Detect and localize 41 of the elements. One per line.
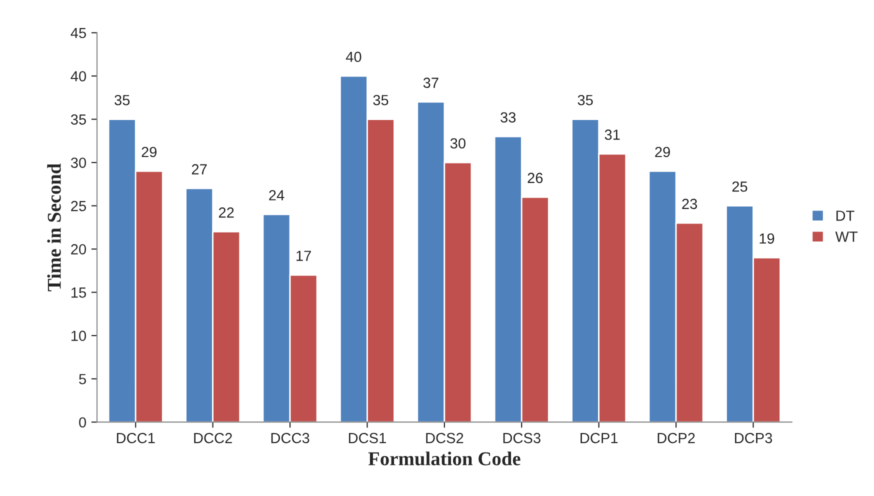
data-label: 35: [373, 94, 388, 106]
data-label: 30: [450, 138, 466, 149]
y-tick-label: 0: [79, 417, 86, 428]
x-tick-label: DCS2: [426, 432, 464, 444]
x-tick-label: DCP3: [734, 432, 772, 444]
data-label: 24: [269, 190, 284, 200]
x-tick-label: DCC2: [194, 432, 232, 444]
y-tick-label: 5: [79, 374, 86, 384]
x-axis-title: Formulation Code: [368, 452, 520, 466]
y-tick-label: 35: [70, 114, 86, 125]
x-tick-label: DCC3: [271, 432, 310, 444]
x-tick-label: DCS1: [348, 432, 386, 444]
data-label: 40: [346, 52, 362, 62]
y-tick-label: 45: [70, 28, 86, 38]
data-label: 22: [218, 207, 234, 218]
data-label: 25: [732, 181, 748, 192]
data-label: 35: [578, 94, 593, 106]
data-label: 19: [760, 233, 774, 244]
y-tick-label: 25: [71, 200, 86, 212]
legend-label: WT: [835, 232, 858, 242]
data-label: 17: [296, 250, 311, 261]
x-tick-label: DCP2: [658, 432, 695, 444]
y-tick-label: 40: [70, 71, 86, 82]
data-label: 33: [500, 112, 516, 123]
y-tick-label: 15: [71, 288, 86, 298]
y-tick-label: 20: [71, 244, 86, 254]
data-label: 37: [423, 78, 438, 88]
x-tick-label: DCP1: [580, 432, 618, 444]
data-label: 26: [528, 172, 543, 184]
data-label: 27: [192, 164, 207, 174]
legend-label: DT: [836, 210, 854, 221]
x-tick-label: DCC1: [116, 432, 155, 444]
data-label: 23: [682, 198, 698, 210]
data-label: 29: [142, 146, 157, 158]
x-tick-label: DCS3: [503, 432, 540, 444]
y-tick-label: 10: [71, 330, 86, 341]
data-label: 31: [604, 130, 620, 140]
data-label: 35: [114, 94, 130, 106]
y-axis-title: Time in Second: [47, 164, 61, 292]
data-label: 29: [655, 146, 670, 158]
y-tick-label: 30: [70, 158, 86, 168]
